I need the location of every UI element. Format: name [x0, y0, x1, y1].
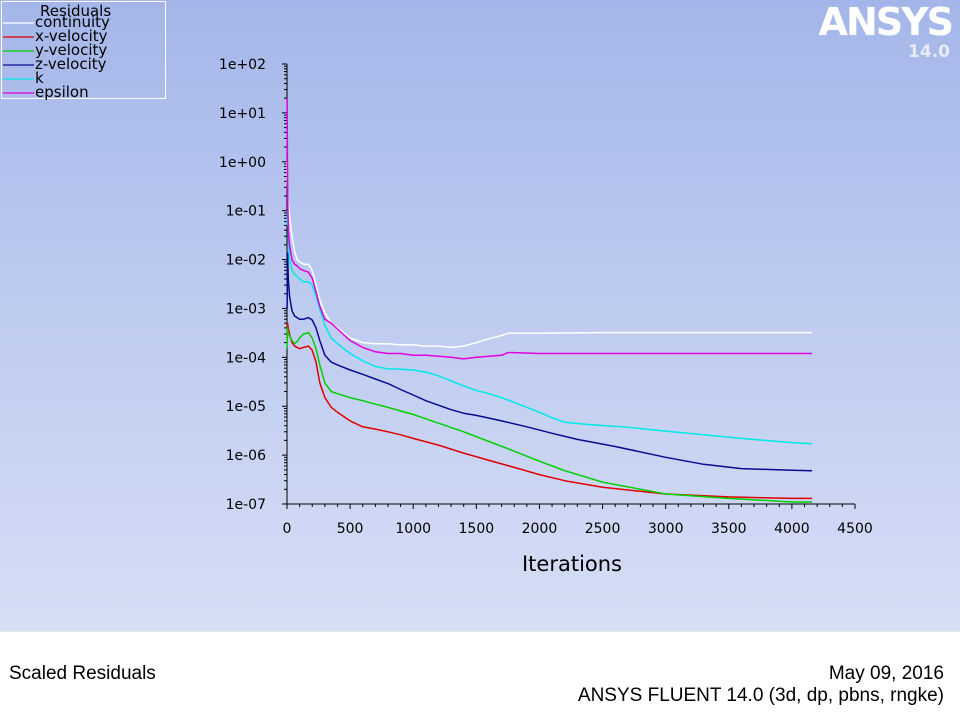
plot-title: Scaled Residuals: [9, 663, 156, 684]
footer-info: May 09, 2016 ANSYS FLUENT 14.0 (3d, dp, …: [578, 663, 944, 707]
x-tick-label: 500: [337, 521, 364, 537]
residuals-chart: Residuals continuityx-velocityy-velocity…: [1, 1, 873, 576]
x-tick-label: 1000: [395, 521, 431, 537]
axes: 1e+02 1e+01 1e+00 1e-01 1e-02 1e-03 1e-04 1e-05…: [219, 57, 873, 537]
legend-label-x-velocity: x-velocity: [35, 27, 108, 45]
logo-version: 14.0: [908, 42, 950, 62]
legend-label-z-velocity: z-velocity: [35, 55, 107, 73]
series-line-z-velocity: [286, 252, 813, 472]
plot-area: Residuals continuity x-velocity y-velocity…: [0, 0, 960, 631]
series-line-k: [286, 209, 813, 445]
y-tick-label: 1e-04: [226, 350, 266, 366]
series-line-continuity: [286, 161, 813, 349]
x-tick-label: 2000: [522, 521, 558, 537]
legend-title: Residuals: [40, 2, 111, 20]
y-tick-label: 1e-01: [226, 204, 266, 220]
legend-label-continuity: continuity: [35, 13, 110, 31]
y-tick-label: 1e-02: [226, 253, 266, 269]
series-lines: [286, 98, 813, 503]
y-tick-label: 1e+01: [219, 106, 266, 122]
legend: Residuals continuityx-velocityy-velocity…: [1, 1, 166, 101]
y-tick-label: 1e-06: [226, 448, 266, 464]
x-axis-title: Iterations: [522, 552, 622, 576]
x-tick-label: 3500: [711, 521, 747, 537]
y-tick-label: 1e+02: [219, 57, 266, 73]
series-line-y-velocity: [286, 327, 813, 503]
ansys-logo: ANSYS 14.0: [818, 0, 954, 62]
legend-label-epsilon: epsilon: [35, 83, 89, 101]
legend-label-y-velocity: y-velocity: [35, 41, 107, 59]
x-tick-label: 4500: [837, 521, 873, 537]
solver-label: ANSYS FLUENT 14.0 (3d, dp, pbns, rngke): [577, 685, 944, 706]
x-tick-label: 1500: [459, 521, 495, 537]
footer: Scaled Residuals May 09, 2016 ANSYS FLUE…: [0, 631, 960, 721]
date-label: May 09, 2016: [828, 663, 944, 684]
y-tick-label: 1e-07: [226, 497, 266, 513]
y-tick-label: 1e-03: [226, 301, 266, 317]
x-tick-label: 3000: [648, 521, 684, 537]
x-tick-label: 0: [283, 521, 292, 537]
y-tick-label: 1e-05: [226, 399, 266, 415]
logo-name: ANSYS: [818, 0, 954, 44]
x-tick-label: 4000: [774, 521, 810, 537]
series-line-epsilon: [286, 98, 813, 360]
x-tick-label: 2500: [585, 521, 621, 537]
series-line-x-velocity: [286, 322, 813, 500]
legend-box: [1, 1, 166, 99]
y-tick-label: 1e+00: [219, 155, 266, 171]
legend-label-k: k: [35, 69, 44, 87]
